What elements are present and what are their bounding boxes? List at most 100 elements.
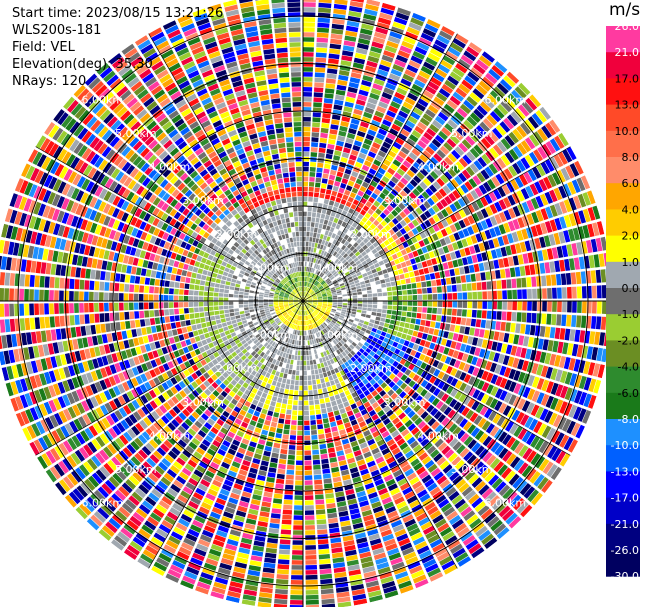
ppi-cell bbox=[425, 109, 436, 119]
ppi-cell bbox=[419, 353, 426, 361]
ppi-cell bbox=[436, 315, 442, 322]
ppi-cell bbox=[473, 263, 480, 273]
ppi-cell bbox=[521, 277, 527, 288]
ppi-cell bbox=[551, 314, 557, 326]
ppi-cell bbox=[476, 222, 484, 232]
ppi-cell bbox=[353, 235, 359, 242]
ppi-cell bbox=[310, 147, 318, 153]
ppi-cell bbox=[408, 380, 416, 388]
ppi-cell bbox=[294, 500, 303, 505]
ppi-cell bbox=[361, 79, 372, 87]
ppi-cell bbox=[285, 484, 294, 490]
ppi-cell bbox=[351, 286, 357, 291]
ppi-cell bbox=[365, 3, 379, 12]
ppi-cell bbox=[292, 540, 303, 545]
ppi-cell bbox=[504, 151, 515, 164]
ppi-cell bbox=[319, 254, 323, 260]
ppi-cell bbox=[321, 307, 327, 310]
ppi-cell bbox=[316, 270, 320, 275]
ppi-cell bbox=[368, 168, 377, 176]
ppi-cell bbox=[417, 98, 429, 108]
ppi-cell bbox=[432, 359, 440, 368]
ppi-cell bbox=[303, 62, 314, 67]
ppi-cell bbox=[496, 157, 507, 169]
ppi-cell bbox=[386, 205, 394, 212]
ppi-cell bbox=[281, 524, 292, 530]
ppi-cell bbox=[277, 559, 290, 565]
ppi-cell bbox=[361, 327, 367, 332]
ppi-cell bbox=[343, 234, 349, 241]
ppi-cell bbox=[344, 142, 353, 149]
ppi-cell bbox=[500, 246, 507, 257]
ppi-cell bbox=[355, 336, 362, 342]
ppi-cell bbox=[355, 178, 363, 185]
ppi-cell bbox=[329, 237, 334, 243]
ppi-cell bbox=[347, 86, 358, 94]
ppi-cell bbox=[377, 69, 389, 77]
ppi-cell bbox=[373, 159, 382, 167]
ppi-cell bbox=[323, 269, 328, 274]
ppi-cell bbox=[444, 79, 457, 90]
ppi-cell bbox=[303, 37, 315, 42]
ppi-cell bbox=[496, 82, 509, 95]
ppi-cell bbox=[450, 388, 459, 398]
ppi-cell bbox=[356, 130, 366, 138]
ppi-cell bbox=[316, 37, 329, 43]
ppi-cell bbox=[539, 236, 546, 248]
ppi-cell bbox=[308, 282, 311, 288]
ppi-cell bbox=[293, 515, 303, 520]
ppi-cell bbox=[360, 316, 366, 321]
ppi-cell bbox=[577, 301, 582, 313]
ppi-cell bbox=[505, 344, 513, 355]
ppi-cell bbox=[321, 598, 335, 605]
ppi-cell bbox=[382, 269, 388, 274]
ppi-cell bbox=[307, 302, 312, 305]
ppi-cell bbox=[349, 260, 355, 266]
ppi-cell bbox=[314, 309, 319, 314]
ppi-cell bbox=[426, 244, 433, 252]
ppi-cell bbox=[578, 256, 585, 270]
ppi-cell bbox=[410, 17, 424, 27]
ppi-cell bbox=[540, 365, 549, 378]
ppi-cell bbox=[485, 206, 494, 217]
ppi-cell bbox=[374, 276, 380, 281]
ppi-cell bbox=[498, 431, 508, 443]
ppi-cell bbox=[429, 156, 439, 166]
ppi-cell bbox=[534, 350, 542, 362]
ppi-cell bbox=[385, 362, 392, 369]
ppi-cell bbox=[436, 92, 448, 102]
ppi-cell bbox=[285, 414, 291, 420]
ppi-cell bbox=[505, 268, 511, 278]
ppi-cell bbox=[325, 83, 336, 89]
ppi-cell bbox=[374, 320, 380, 325]
ppi-cell bbox=[441, 338, 447, 346]
ppi-cell bbox=[346, 132, 356, 140]
ppi-cell bbox=[549, 204, 558, 217]
ppi-cell bbox=[303, 166, 309, 172]
ppi-cell bbox=[452, 259, 459, 268]
ppi-cell bbox=[445, 365, 453, 375]
ppi-cell bbox=[462, 335, 469, 344]
ppi-cell bbox=[276, 579, 289, 585]
ppi-cell bbox=[310, 365, 314, 370]
ppi-cell bbox=[303, 335, 306, 341]
ppi-cell bbox=[334, 181, 341, 187]
ppi-cell bbox=[467, 215, 475, 225]
ppi-cell bbox=[362, 272, 368, 278]
ppi-cell bbox=[328, 282, 333, 286]
ppi-cell bbox=[282, 362, 287, 368]
ppi-cell bbox=[412, 330, 419, 337]
ppi-cell bbox=[399, 45, 412, 54]
ppi-cell bbox=[349, 281, 355, 286]
ppi-cell bbox=[308, 262, 311, 267]
ppi-cell bbox=[350, 0, 365, 3]
ppi-cell bbox=[359, 339, 366, 345]
ppi-cell bbox=[308, 288, 312, 293]
ppi-cell bbox=[292, 550, 303, 555]
ppi-cell bbox=[318, 368, 323, 374]
ppi-cell bbox=[319, 558, 331, 565]
ppi-cell bbox=[417, 121, 428, 131]
ppi-cell bbox=[428, 217, 436, 225]
ppi-cell bbox=[327, 296, 333, 299]
ppi-cell bbox=[416, 158, 425, 167]
